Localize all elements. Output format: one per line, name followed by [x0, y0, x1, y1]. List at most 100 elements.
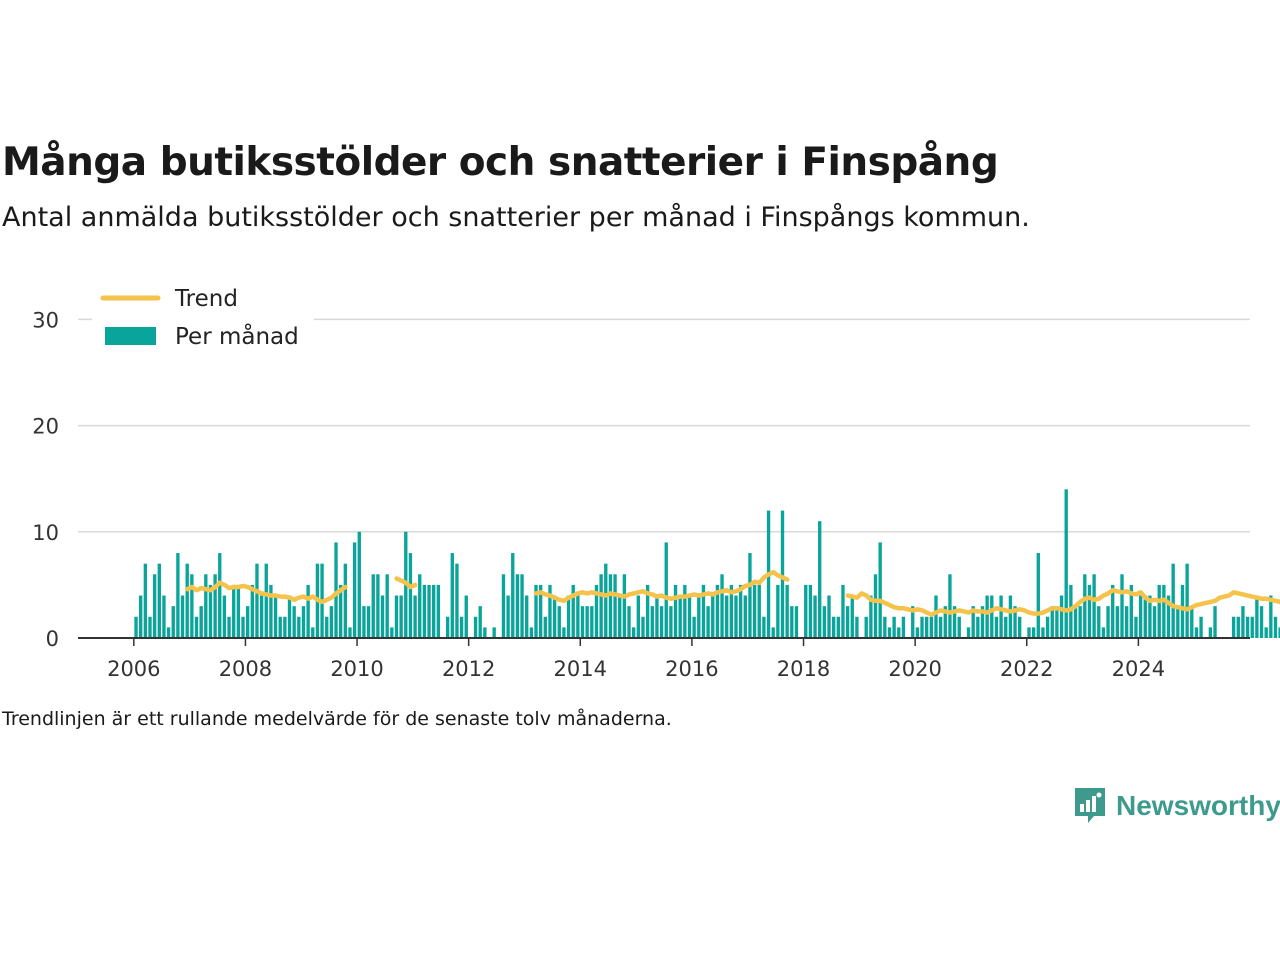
bar	[1157, 584, 1161, 638]
bar	[980, 606, 985, 638]
bar	[1018, 616, 1022, 638]
bar	[576, 595, 580, 638]
bar	[445, 616, 450, 638]
bar	[883, 616, 887, 638]
legend: Trend Per månad	[92, 276, 314, 358]
bar	[813, 595, 817, 638]
bar	[934, 595, 938, 638]
bar	[492, 627, 496, 638]
bar	[873, 574, 878, 638]
bar	[869, 595, 873, 638]
bar	[269, 584, 273, 638]
bar	[1208, 627, 1213, 638]
bar	[208, 584, 213, 638]
bar	[780, 510, 785, 638]
bar	[971, 606, 975, 638]
bar	[418, 574, 422, 638]
bar	[408, 553, 413, 638]
bar	[804, 584, 808, 638]
bar	[245, 606, 250, 638]
bar	[157, 563, 161, 638]
bar	[162, 595, 166, 638]
x-tick-label: 2014	[554, 657, 607, 681]
bar	[1264, 627, 1268, 638]
bar	[171, 606, 175, 638]
bar	[394, 595, 399, 638]
bar	[450, 553, 454, 638]
bar	[1152, 606, 1157, 638]
bar	[650, 606, 654, 638]
bar	[1036, 553, 1040, 638]
bar	[343, 563, 347, 638]
bar	[734, 595, 738, 638]
bar	[1180, 584, 1185, 638]
bar	[334, 542, 338, 638]
bar	[776, 584, 780, 638]
bar	[790, 606, 794, 638]
bar	[1273, 616, 1278, 638]
bar	[878, 542, 882, 638]
bar	[222, 595, 227, 638]
bar	[1124, 606, 1129, 638]
bar	[938, 616, 943, 638]
bar	[1097, 606, 1101, 638]
bar	[148, 616, 152, 638]
bar	[1250, 616, 1254, 638]
bar	[1259, 606, 1264, 638]
bar	[166, 627, 171, 638]
trend-line	[533, 569, 790, 604]
bar	[213, 574, 217, 638]
bar	[436, 584, 441, 638]
bar	[841, 584, 845, 638]
bar	[390, 627, 394, 638]
bar	[143, 563, 148, 638]
bar	[701, 584, 706, 638]
x-tick-label: 2010	[330, 657, 383, 681]
bar	[827, 595, 831, 638]
bar	[241, 616, 245, 638]
bar	[580, 606, 585, 638]
bar	[697, 595, 701, 638]
bar	[292, 606, 296, 638]
bar	[218, 553, 222, 638]
bar	[738, 584, 743, 638]
bar	[687, 595, 692, 638]
x-tick-label: 2024	[1112, 657, 1165, 681]
bar	[190, 574, 194, 638]
bar	[562, 627, 566, 638]
bar	[887, 627, 892, 638]
bar	[501, 574, 506, 638]
bar	[464, 595, 468, 638]
bar	[794, 606, 799, 638]
bar	[976, 616, 980, 638]
bar	[1004, 616, 1008, 638]
bar	[943, 606, 947, 638]
bar	[543, 616, 547, 638]
bar	[278, 616, 282, 638]
bar	[627, 606, 631, 638]
bar	[743, 595, 747, 638]
bar	[1106, 606, 1110, 638]
bar	[1194, 627, 1199, 638]
bar	[836, 616, 840, 638]
bar	[599, 574, 603, 638]
bar	[622, 574, 627, 638]
bar	[664, 542, 668, 638]
bar	[822, 606, 827, 638]
bar	[1064, 489, 1068, 638]
bar	[557, 606, 561, 638]
bar	[864, 616, 868, 638]
bar	[1050, 606, 1054, 638]
bar	[1087, 584, 1092, 638]
bar	[376, 574, 380, 638]
y-tick-label: 20	[32, 415, 59, 439]
bar	[999, 595, 1003, 638]
bar	[459, 616, 464, 638]
bar	[432, 584, 436, 638]
bar	[673, 584, 678, 638]
bar	[134, 616, 138, 638]
bar	[180, 595, 185, 638]
bar	[594, 584, 599, 638]
bar	[1231, 616, 1236, 638]
bar	[250, 584, 254, 638]
